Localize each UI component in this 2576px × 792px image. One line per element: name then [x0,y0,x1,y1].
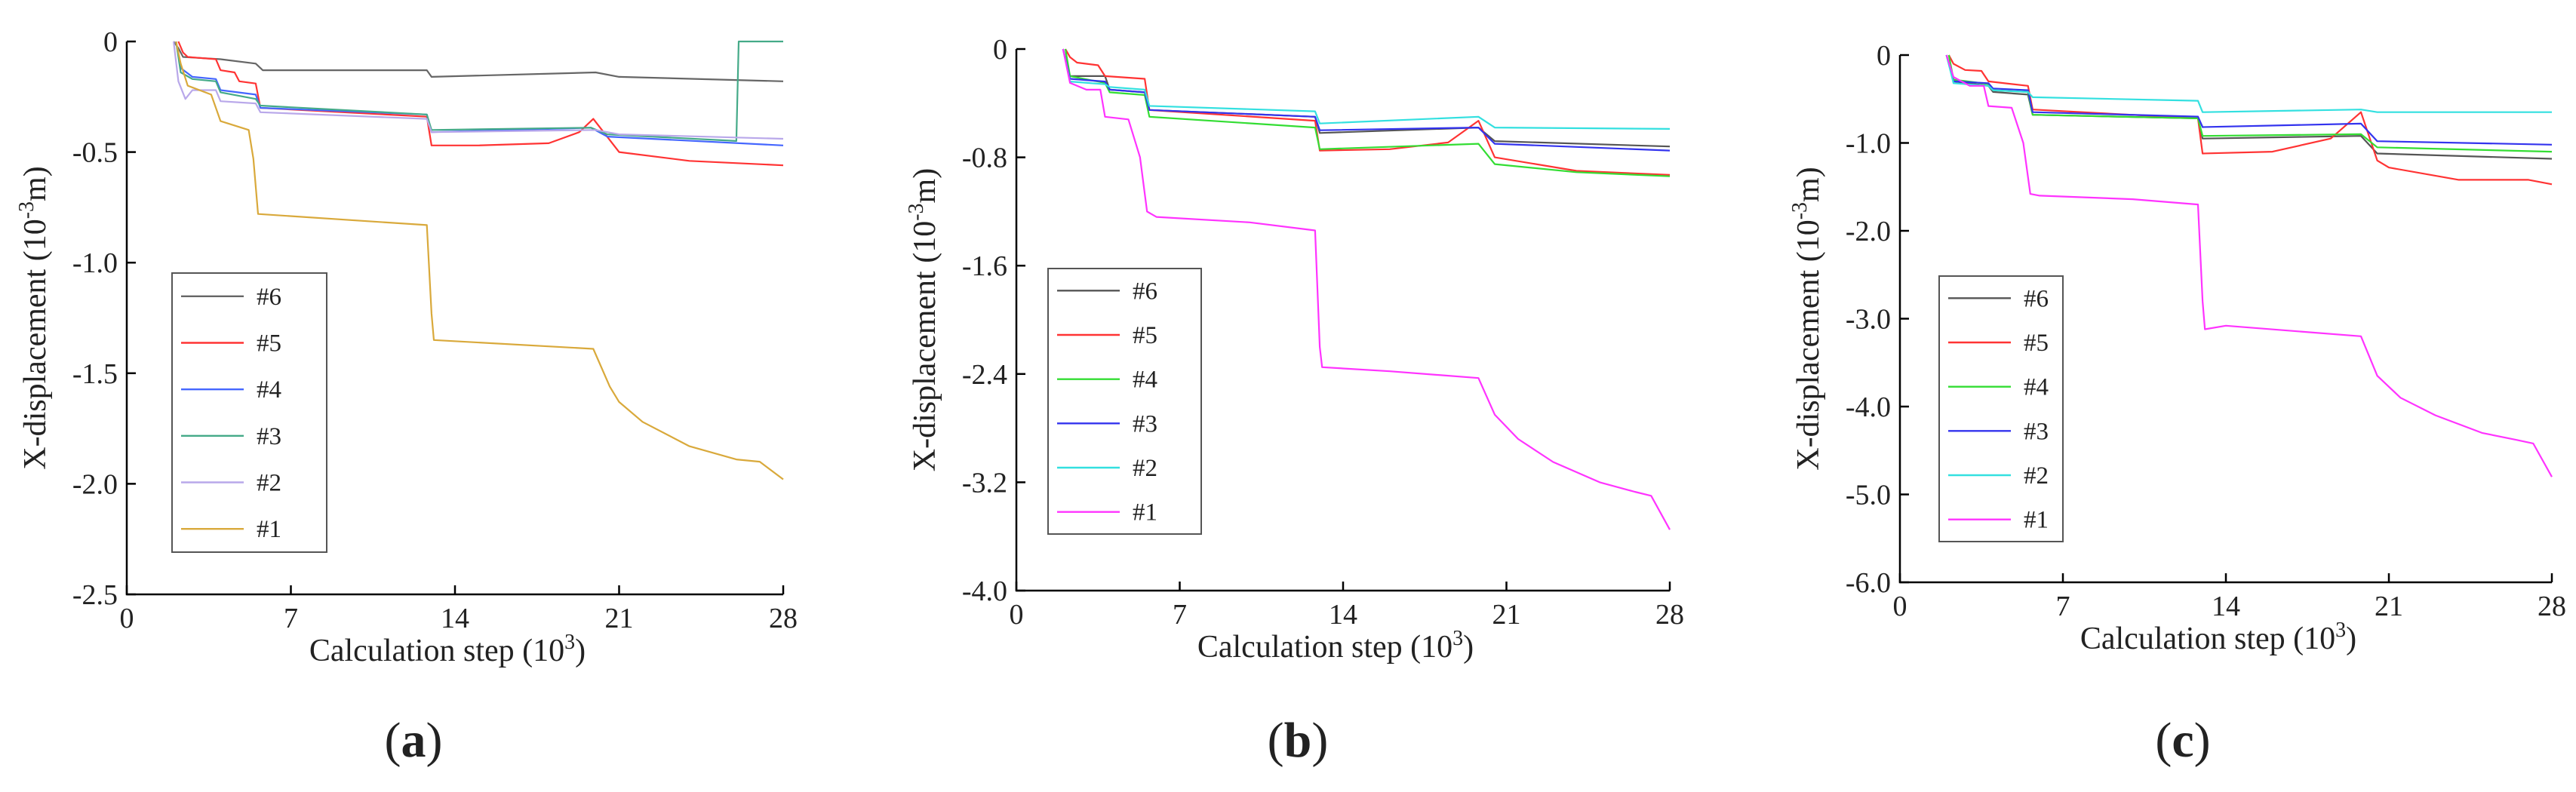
y-tick-label: -1.0 [72,247,118,279]
legend-label: #6 [257,284,281,311]
x-axis-title: Calculation step (103) [309,631,586,668]
legend-label: #3 [257,423,281,450]
panel-label-b: (b) [1268,713,1329,768]
x-axis-title: Calculation step (103) [2080,619,2356,656]
legend-label: #5 [1133,322,1157,349]
y-tick-label: -3.0 [1846,304,1891,336]
series-line-n2 [1062,48,1671,130]
series-line-n1 [1945,54,2553,477]
series-line-n3 [1945,54,2553,146]
x-tick-label: 14 [2212,591,2240,622]
y-tick-label: 0 [993,34,1007,66]
series-line-n6 [1062,48,1671,148]
legend-label: #2 [2024,462,2049,490]
x-tick-label: 7 [284,603,298,634]
x-tick-label: 28 [2538,591,2566,622]
panel-label-a: (a) [385,713,443,768]
legend-label: #1 [2024,507,2049,534]
y-tick-label: -2.0 [1846,216,1891,247]
series-line-n2 [173,41,784,140]
y-tick-label: -4.0 [1846,391,1891,423]
x-tick-label: 21 [605,603,634,634]
series-line-n3 [1062,48,1671,152]
y-tick-label: -1.0 [1846,128,1891,160]
y-axis-title: X-displacement (10-3m) [905,168,942,471]
legend-label: #5 [2024,330,2049,357]
series-line-n1 [175,41,784,480]
x-tick-label: 0 [1893,591,1907,622]
legend-label: #4 [257,376,281,404]
y-tick-label: -0.5 [72,137,118,169]
y-tick-label: -1.6 [962,250,1007,282]
y-tick-label: 0 [1877,40,1891,72]
y-tick-label: -1.5 [72,358,118,390]
x-tick-label: 0 [120,603,134,634]
legend-label: #2 [1133,455,1157,482]
legend-label: #4 [1133,367,1157,394]
y-tick-label: -2.4 [962,359,1007,391]
legend-label: #4 [2024,374,2049,401]
legend-label: #6 [1133,278,1157,305]
x-tick-label: 0 [1010,599,1024,631]
series-line-n2 [1945,54,2552,113]
series-line-n4 [1064,48,1671,177]
legend-box [1938,275,2064,542]
y-tick-label: -5.0 [1846,480,1891,511]
y-tick-label: -0.8 [962,143,1007,174]
y-axis-title: X-displacement (10-3m) [1788,167,1826,470]
x-tick-label: 21 [1492,599,1521,631]
x-tick-label: 28 [769,603,798,634]
x-axis-title: Calculation step (103) [1197,627,1474,665]
y-tick-label: -2.5 [72,579,118,611]
legend-label: #2 [257,470,281,497]
x-tick-label: 7 [1173,599,1187,631]
y-tick-label: -2.0 [72,468,118,500]
y-tick-label: -6.0 [1846,567,1891,599]
series-line-n5 [1947,54,2553,186]
y-tick-label: 0 [103,26,118,58]
chart-panel-c: 0 7 14 21 28 0 -1.0 -2.0 -3.0 -4.0 -5.0 -6.0 Calcula… [1788,40,2566,656]
legend-box [1047,268,1202,535]
legend-label: #1 [1133,499,1157,526]
y-axis-title: X-displacement (10-3m) [15,166,53,469]
x-tick-label: 21 [2375,591,2403,622]
series-line-n5 [1065,48,1671,176]
legend-label: #3 [2024,418,2049,445]
chart-panel-b: 0 7 14 21 28 0 -0.8 -1.6 -2.4 -3.2 -4.0 Calculation… [905,34,1684,665]
series-line-n6 [173,41,784,82]
x-tick-label: 14 [1329,599,1357,631]
y-tick-label: -3.2 [962,467,1007,499]
legend-label: #1 [257,516,281,543]
x-tick-label: 7 [2056,591,2070,622]
series-line-n1 [1062,48,1671,530]
legend-label: #6 [2024,285,2049,312]
y-tick-label: -4.0 [962,576,1007,607]
legend-label: #3 [1133,410,1157,437]
x-tick-label: 28 [1655,599,1684,631]
legend-box [171,272,327,553]
panel-label-c: (c) [2155,713,2210,768]
legend-label: #5 [257,330,281,358]
series-line-n3 [175,40,783,142]
chart-panel-a: 0 7 14 21 28 0 -0.5 -1.0 -1.5 -2.0 -2.5 Calculation… [15,26,798,668]
series-line-n5 [177,41,784,167]
x-tick-label: 14 [441,603,469,634]
